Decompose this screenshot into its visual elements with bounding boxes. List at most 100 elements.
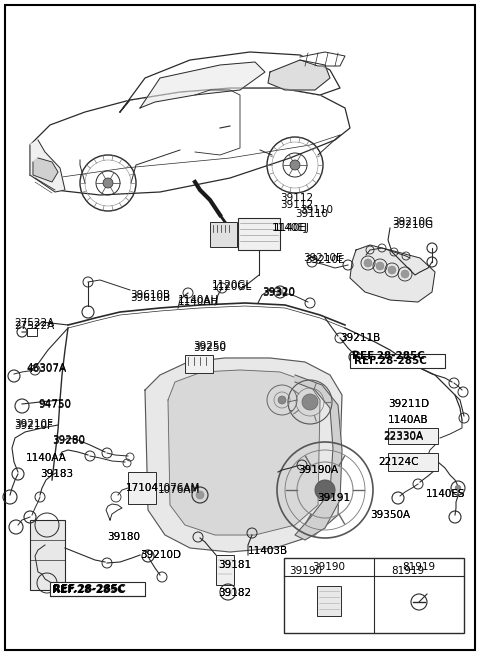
Text: 39211B: 39211B xyxy=(340,333,380,343)
Text: 17104: 17104 xyxy=(126,483,159,493)
Circle shape xyxy=(196,491,204,499)
Text: 39191: 39191 xyxy=(317,493,350,503)
Text: 39350A: 39350A xyxy=(370,510,410,520)
Text: 1140EJ: 1140EJ xyxy=(272,223,308,233)
Bar xyxy=(30,520,65,590)
Text: 22124C: 22124C xyxy=(378,457,419,467)
Text: 39280: 39280 xyxy=(52,435,85,445)
Bar xyxy=(388,453,438,471)
Text: 39211D: 39211D xyxy=(388,399,429,409)
Text: 39211D: 39211D xyxy=(388,399,429,409)
Polygon shape xyxy=(268,60,330,90)
Text: 39110: 39110 xyxy=(295,209,328,219)
Text: 11403B: 11403B xyxy=(248,546,288,556)
Text: REF.28-285C: REF.28-285C xyxy=(53,584,126,594)
Text: 39180: 39180 xyxy=(107,532,140,542)
Text: REF.28-285C: REF.28-285C xyxy=(52,585,125,595)
Bar xyxy=(284,558,464,633)
Text: 81919: 81919 xyxy=(402,562,435,572)
Polygon shape xyxy=(350,245,435,302)
Circle shape xyxy=(302,394,318,410)
Circle shape xyxy=(315,480,335,500)
Text: 39210F: 39210F xyxy=(14,419,53,429)
Text: 39250: 39250 xyxy=(193,343,226,353)
Text: 1120GL: 1120GL xyxy=(212,282,252,292)
Polygon shape xyxy=(30,88,350,195)
Text: 39210E: 39210E xyxy=(303,253,343,263)
Text: 39181: 39181 xyxy=(218,560,251,570)
Text: 39350A: 39350A xyxy=(370,510,410,520)
Text: 1140AH: 1140AH xyxy=(178,297,219,307)
Text: REF.28-285C: REF.28-285C xyxy=(352,351,425,361)
Text: 1140AB: 1140AB xyxy=(388,415,429,425)
Text: 1076AM: 1076AM xyxy=(158,483,200,493)
Text: 1140AB: 1140AB xyxy=(388,415,429,425)
Text: 1120GL: 1120GL xyxy=(212,280,252,290)
Circle shape xyxy=(401,270,409,278)
Text: 94750: 94750 xyxy=(38,399,71,409)
Text: 39183: 39183 xyxy=(40,469,73,479)
Text: 94750: 94750 xyxy=(38,400,71,410)
Text: 1140ES: 1140ES xyxy=(426,489,466,499)
Circle shape xyxy=(455,485,461,491)
Text: 39183: 39183 xyxy=(40,469,73,479)
Text: 17104: 17104 xyxy=(126,483,159,493)
Polygon shape xyxy=(168,370,320,535)
Text: 46307A: 46307A xyxy=(26,364,66,374)
Text: 39182: 39182 xyxy=(218,588,251,598)
Text: 39320: 39320 xyxy=(262,287,295,297)
Bar xyxy=(210,222,237,247)
Text: 27522A: 27522A xyxy=(14,318,54,328)
Polygon shape xyxy=(30,140,65,192)
Text: 39210G: 39210G xyxy=(392,217,433,227)
Circle shape xyxy=(277,289,283,295)
Bar xyxy=(317,586,341,616)
Text: 39610B: 39610B xyxy=(130,293,170,303)
Bar xyxy=(27,328,37,336)
Text: 39250: 39250 xyxy=(193,341,226,351)
Text: 39280: 39280 xyxy=(52,436,85,446)
Text: 1140AA: 1140AA xyxy=(26,453,67,463)
Text: 1076AM: 1076AM xyxy=(158,485,200,495)
Text: 39190A: 39190A xyxy=(298,465,338,475)
Text: 27522A: 27522A xyxy=(14,321,54,331)
Circle shape xyxy=(376,262,384,270)
Text: 1140AH: 1140AH xyxy=(178,295,219,305)
Text: 39210D: 39210D xyxy=(140,550,181,560)
Text: 39210D: 39210D xyxy=(140,550,181,560)
Text: 46307A: 46307A xyxy=(26,363,66,373)
Text: 1140EJ: 1140EJ xyxy=(274,223,310,233)
Text: REF.28-285C: REF.28-285C xyxy=(354,356,427,366)
Text: 39210F: 39210F xyxy=(14,421,53,431)
Text: 39190: 39190 xyxy=(289,566,323,576)
Text: 39210E: 39210E xyxy=(305,255,345,265)
Circle shape xyxy=(388,266,396,274)
Text: 39210G: 39210G xyxy=(392,220,433,230)
Text: 39320: 39320 xyxy=(262,288,295,298)
Polygon shape xyxy=(120,52,340,112)
Text: 22330A: 22330A xyxy=(383,431,423,441)
Text: 39180: 39180 xyxy=(107,532,140,542)
Text: 39110: 39110 xyxy=(300,205,333,215)
Text: 81919: 81919 xyxy=(391,566,425,576)
Bar xyxy=(185,355,213,373)
Text: 1140AA: 1140AA xyxy=(26,453,67,463)
Circle shape xyxy=(364,259,372,267)
Text: 39191: 39191 xyxy=(317,493,350,503)
Polygon shape xyxy=(295,375,342,540)
Polygon shape xyxy=(33,158,58,182)
Bar xyxy=(350,354,445,368)
Polygon shape xyxy=(300,52,345,66)
Bar xyxy=(388,428,438,444)
Bar xyxy=(216,555,234,585)
Circle shape xyxy=(278,396,286,404)
Bar xyxy=(50,582,145,596)
Text: 39182: 39182 xyxy=(218,588,251,598)
Text: 39181: 39181 xyxy=(218,560,251,570)
Circle shape xyxy=(103,178,113,188)
Text: 11403B: 11403B xyxy=(248,546,288,556)
Text: 39190A: 39190A xyxy=(298,465,338,475)
Text: 22330A: 22330A xyxy=(383,432,423,442)
Text: 39211B: 39211B xyxy=(340,333,380,343)
Text: 22124C: 22124C xyxy=(378,457,419,467)
